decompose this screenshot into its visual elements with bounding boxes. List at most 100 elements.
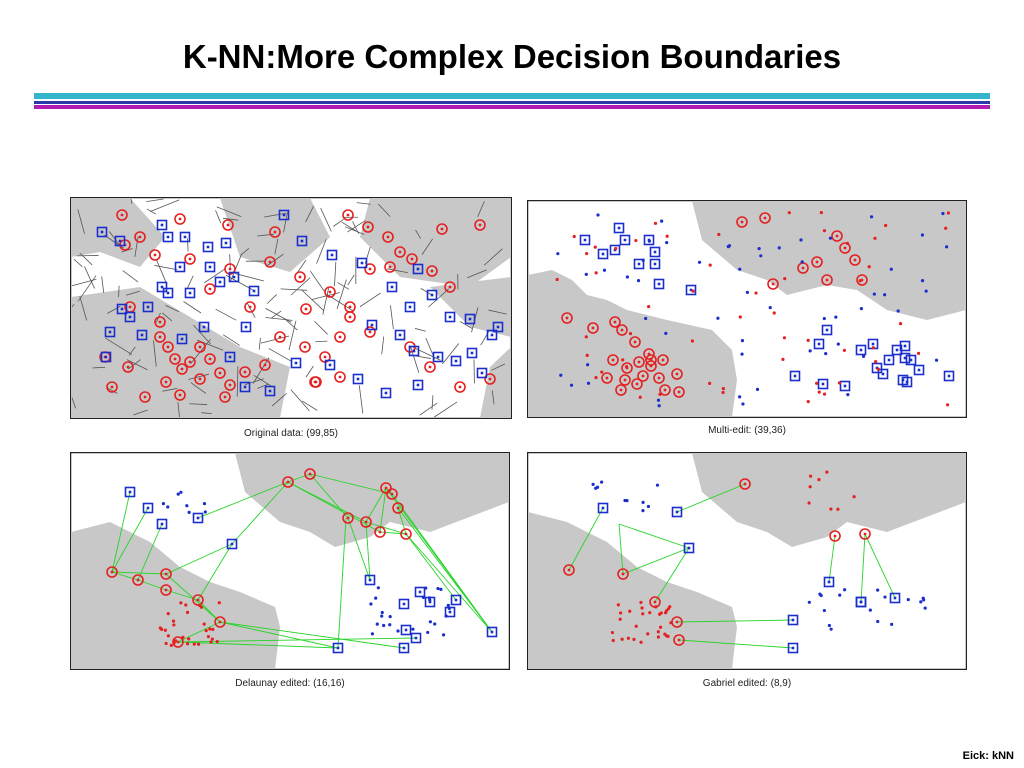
class-b-square-marker [386,281,398,293]
class-a-sample-dot [944,226,948,230]
class-a-circle-center [448,285,452,289]
delaunay-edge [111,507,149,573]
class-a-circle-marker [294,271,306,283]
class-a-circle-marker [219,391,231,403]
class-b-square-center [146,305,150,309]
class-b-sample-dot [376,586,380,590]
class-a-circle-marker [222,219,234,231]
class-a-sample-dot [663,611,668,615]
class-b-square-center [384,391,388,395]
voronoi-edge [183,301,202,314]
class-a-sample-dot [628,609,632,613]
class-b-sample-dot [919,600,923,604]
gabriel-edge [828,535,836,583]
class-a-sample-dot [822,229,827,233]
class-a-circle-marker [839,242,851,254]
class-b-square-marker [426,289,438,301]
decision-region-a [71,522,280,669]
class-b-square-center [402,646,406,650]
class-a-circle-marker [334,331,346,343]
class-a-sample-dot [876,367,880,371]
class-a-circle-marker [184,356,196,368]
class-b-sample-dot [433,622,437,626]
class-a-circle-marker [849,254,861,266]
class-b-square-center [687,546,691,550]
class-a-circle-center [173,357,177,361]
class-a-circle-center [128,305,132,309]
class-a-sample-dot [624,364,629,369]
gabriel-edge [676,619,794,623]
class-b-square-center [454,359,458,363]
voronoi-edge [467,269,487,279]
class-b-sample-dot [822,608,826,613]
class-a-sample-dot [807,501,811,505]
class-a-circle-center [198,377,202,381]
class-b-square-center [202,325,206,329]
class-b-square-center [428,600,432,604]
class-a-circle-center [619,388,623,392]
class-b-square-marker [400,624,412,636]
class-a-sample-dot [782,336,787,340]
class-b-sample-dot [369,602,373,606]
class-b-square-marker [239,381,251,393]
class-a-sample-dot [217,601,221,605]
class-b-square-marker [404,301,416,313]
class-b-square-marker [450,594,462,606]
class-a-circle-center [323,355,327,359]
class-a-circle-center [404,532,408,536]
class-a-circle-center [649,358,653,362]
class-b-sample-dot [726,245,730,249]
class-b-square-marker [432,351,444,363]
delaunay-edge [379,487,387,533]
voronoi-edge [190,382,207,394]
voronoi-edge [301,290,325,312]
class-a-circle-marker [342,209,354,221]
delaunay-edge [197,481,289,519]
class-b-sample-dot [584,272,588,276]
class-a-sample-dot [874,360,878,364]
class-a-circle-marker [444,281,456,293]
class-b-sample-dot [602,268,607,272]
class-a-sample-dot [806,338,810,342]
class-b-square-marker [492,321,504,333]
class-b-sample-dot [436,586,440,591]
class-a-circle-center [378,530,382,534]
decision-region-a [360,198,511,287]
class-b-square-center [859,348,863,352]
class-b-square-marker [380,387,392,399]
class-b-square-center [294,361,298,365]
class-b-sample-dot [745,290,750,294]
class-a-circle-marker [629,336,641,348]
voronoi-edge [79,296,88,321]
voronoi-edge [229,254,231,268]
voronoi-edge [127,359,141,370]
class-a-circle-center [396,506,400,510]
voronoi-edge [337,282,349,290]
class-a-sample-dot [658,392,662,396]
class-b-square-marker [464,313,476,325]
class-b-square-center [140,333,144,337]
class-b-square-marker [633,258,645,270]
class-a-circle-center [228,383,232,387]
class-b-square-center [436,355,440,359]
class-a-sample-dot [738,315,742,319]
class-a-sample-dot [814,381,819,385]
class-b-square-marker [609,244,621,256]
class-a-circle-marker [394,246,406,258]
class-a-circle-marker [274,331,286,343]
class-a-sample-dot [656,635,660,639]
class-a-circle-center [567,568,571,572]
voronoi-edge [415,229,421,239]
class-a-circle-center [158,335,162,339]
decision-region-a [71,198,165,267]
class-a-circle-marker [739,478,751,490]
class-b-square-center [178,265,182,269]
class-b-sample-dot [944,245,949,249]
class-b-square-center [821,382,825,386]
class-b-sample-dot [906,597,910,602]
decision-region-a [692,201,966,320]
class-a-sample-dot [639,640,643,644]
class-b-sample-dot [641,258,645,262]
voronoi-edge [460,321,473,329]
voronoi-edge [146,198,164,203]
